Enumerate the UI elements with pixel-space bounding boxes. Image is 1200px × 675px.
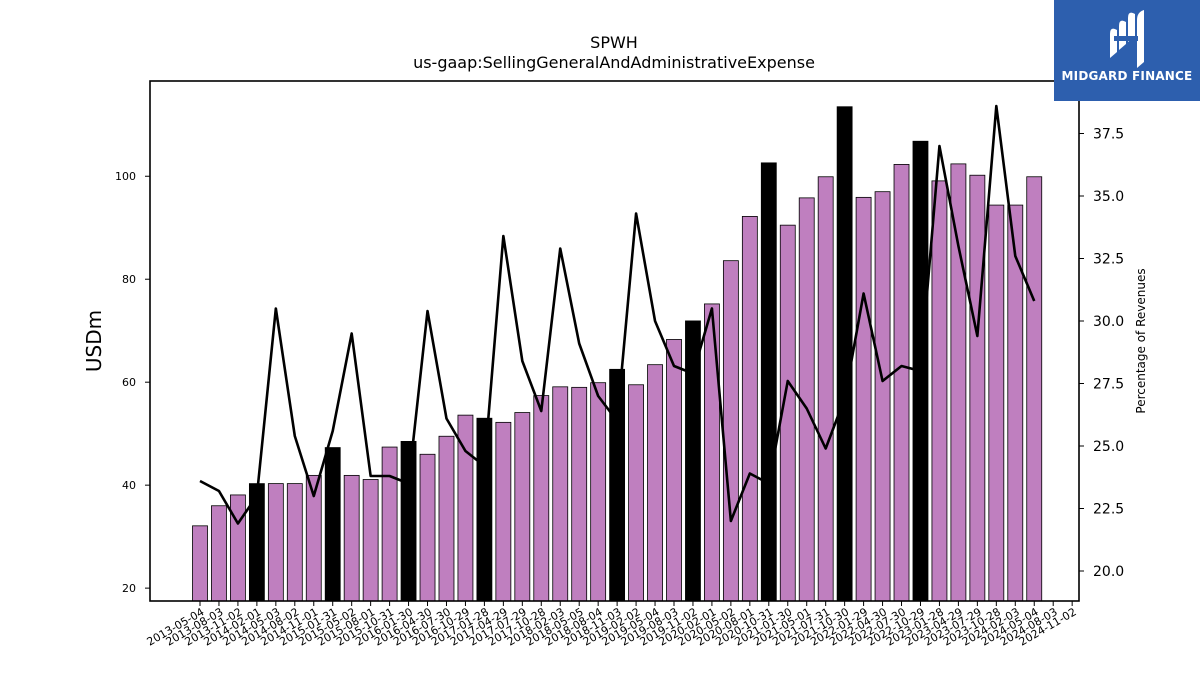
bar-2019-02-02 bbox=[628, 384, 644, 602]
bar-2018-11-03 bbox=[609, 368, 626, 602]
y-tick-label: 40 bbox=[122, 479, 136, 492]
bar-2018-05-05 bbox=[571, 386, 588, 602]
y-tick-label: 60 bbox=[122, 376, 136, 389]
bar-group bbox=[192, 106, 1043, 602]
bar-2023-04-29 bbox=[950, 163, 967, 602]
bar-2020-08-01 bbox=[741, 216, 758, 602]
bar-2017-01-28 bbox=[476, 417, 493, 602]
y2-tick-label: 37.5 bbox=[1093, 127, 1124, 143]
bar-2024-05-04 bbox=[1026, 176, 1043, 602]
bar-2017-04-29 bbox=[495, 421, 512, 602]
y2-tick-label: 22.5 bbox=[1093, 502, 1124, 518]
brand-logo: MIDGARD FINANCE bbox=[1054, 0, 1200, 101]
y2-tick-label: 32.5 bbox=[1093, 252, 1124, 268]
bar-2017-10-28 bbox=[533, 395, 550, 602]
bar-2022-01-29 bbox=[855, 196, 872, 602]
bar-2014-02-01 bbox=[248, 483, 265, 602]
bar-2016-01-30 bbox=[400, 440, 417, 602]
right-axis: 20.0 22.5 25.0 27.5 30.0 32.5 35.0 37.5 bbox=[1079, 127, 1124, 580]
bar-2019-08-03 bbox=[666, 339, 682, 602]
bar-2014-08-02 bbox=[286, 483, 303, 602]
bar-2013-05-04 bbox=[192, 525, 208, 602]
bar-2016-07-30 bbox=[438, 435, 455, 602]
bar-2023-07-29 bbox=[969, 174, 986, 602]
bar-2020-02-01 bbox=[704, 303, 720, 602]
bar-2021-07-31 bbox=[817, 176, 834, 602]
bar-2024-02-03 bbox=[1007, 204, 1024, 602]
y-axis-label: USDm bbox=[82, 310, 106, 372]
bar-2017-07-29 bbox=[514, 412, 531, 602]
bar-2022-07-30 bbox=[893, 164, 910, 602]
y2-tick-label: 35.0 bbox=[1093, 189, 1124, 205]
x-axis: 2013-05-042013-08-032013-11-022014-02-01… bbox=[145, 601, 1079, 649]
chart-subtitle: us-gaap:SellingGeneralAndAdministrativeE… bbox=[413, 53, 815, 72]
bar-2014-05-03 bbox=[267, 483, 284, 602]
left-axis: 20 40 60 80 100 bbox=[115, 170, 150, 595]
bar-2013-11-02 bbox=[230, 494, 246, 602]
y2-tick-label: 30.0 bbox=[1093, 314, 1124, 330]
bar-2019-11-02 bbox=[685, 320, 701, 602]
plot-frame bbox=[149, 80, 1080, 602]
bar-2015-08-01 bbox=[362, 479, 379, 602]
bar-2019-05-04 bbox=[647, 364, 663, 602]
bar-2015-10-31 bbox=[381, 446, 398, 602]
y2-tick-label: 25.0 bbox=[1093, 439, 1124, 455]
bar-2023-01-28 bbox=[931, 180, 948, 602]
bar-2018-08-04 bbox=[590, 382, 607, 602]
chart-title: SPWH bbox=[590, 33, 638, 52]
bar-2016-04-30 bbox=[419, 453, 436, 602]
bar-2013-08-03 bbox=[211, 505, 227, 602]
line-series-percentage bbox=[199, 104, 1036, 525]
logo-mark-icon bbox=[1110, 10, 1144, 68]
y2-tick-label: 20.0 bbox=[1093, 564, 1124, 580]
bar-2015-05-02 bbox=[343, 474, 360, 602]
y-tick-label: 80 bbox=[122, 273, 136, 286]
bar-2020-10-31 bbox=[760, 162, 777, 602]
bar-2020-05-02 bbox=[722, 260, 739, 602]
y2-axis-label: Percentage of Revenues bbox=[1134, 268, 1148, 413]
bar-2022-04-30 bbox=[874, 191, 891, 602]
y2-tick-label: 27.5 bbox=[1093, 377, 1124, 393]
line-layer bbox=[199, 104, 1036, 525]
bar-2021-10-30 bbox=[836, 106, 853, 602]
bar-2015-01-31 bbox=[324, 447, 341, 602]
y-tick-label: 20 bbox=[122, 582, 136, 595]
brand-name: MIDGARD FINANCE bbox=[1061, 69, 1193, 83]
bar-2023-10-28 bbox=[988, 204, 1005, 602]
bar-2018-02-03 bbox=[552, 386, 569, 602]
y-tick-label: 100 bbox=[115, 170, 136, 183]
